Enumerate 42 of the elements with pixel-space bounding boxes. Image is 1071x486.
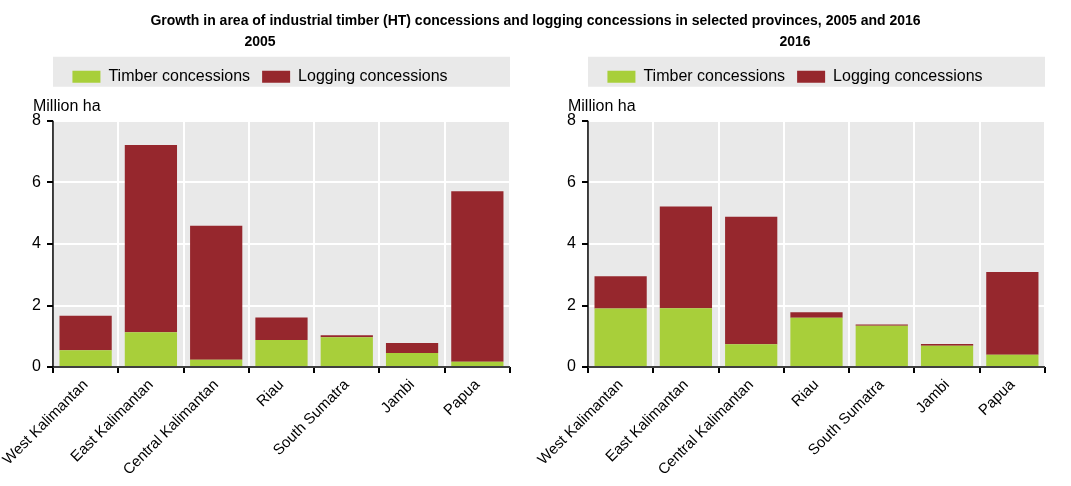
bar bbox=[659, 206, 713, 309]
bar bbox=[124, 145, 178, 333]
legend-label: Logging concessions bbox=[833, 67, 983, 85]
bar bbox=[59, 350, 112, 367]
y-tick-label: 4 bbox=[567, 234, 577, 252]
bar bbox=[920, 345, 974, 367]
legend-label: Timber concessions bbox=[108, 67, 251, 85]
bar bbox=[255, 317, 308, 340]
bar bbox=[385, 352, 439, 367]
bar bbox=[190, 225, 243, 360]
y-tick-label: 6 bbox=[567, 172, 577, 190]
bar bbox=[255, 339, 308, 367]
bar bbox=[451, 191, 504, 362]
y-tick-label: 0 bbox=[567, 357, 577, 375]
legend-label: Timber concessions bbox=[643, 67, 786, 85]
bar bbox=[594, 308, 647, 367]
y-tick-label: 0 bbox=[32, 357, 42, 375]
chart-title: Growth in area of industrial timber (HT) concessions and logging concessions in selected provinces, 2005 and 2016 bbox=[149, 11, 922, 30]
bar bbox=[790, 312, 843, 318]
bar bbox=[659, 308, 713, 367]
bar bbox=[594, 276, 647, 309]
legend-label: Logging concessions bbox=[298, 67, 448, 85]
chart-subtitle: 2016 bbox=[779, 33, 811, 50]
bar bbox=[190, 359, 243, 367]
y-tick-label: 2 bbox=[567, 295, 577, 313]
bar bbox=[986, 271, 1039, 355]
y-tick-label: 6 bbox=[32, 172, 42, 190]
chart-subtitle: 2005 bbox=[244, 33, 276, 50]
bar bbox=[59, 315, 112, 351]
y-tick-label: 2 bbox=[32, 295, 42, 313]
bar bbox=[451, 361, 504, 367]
bar bbox=[855, 325, 908, 367]
bar bbox=[124, 332, 178, 367]
bar bbox=[790, 317, 843, 367]
bar bbox=[385, 343, 439, 353]
bar bbox=[725, 344, 778, 367]
bar bbox=[725, 216, 778, 345]
y-tick-label: 8 bbox=[32, 111, 42, 129]
y-tick-label: 4 bbox=[32, 234, 42, 252]
bar bbox=[986, 354, 1039, 367]
y-tick-label: 8 bbox=[567, 111, 577, 129]
bar bbox=[320, 337, 373, 367]
